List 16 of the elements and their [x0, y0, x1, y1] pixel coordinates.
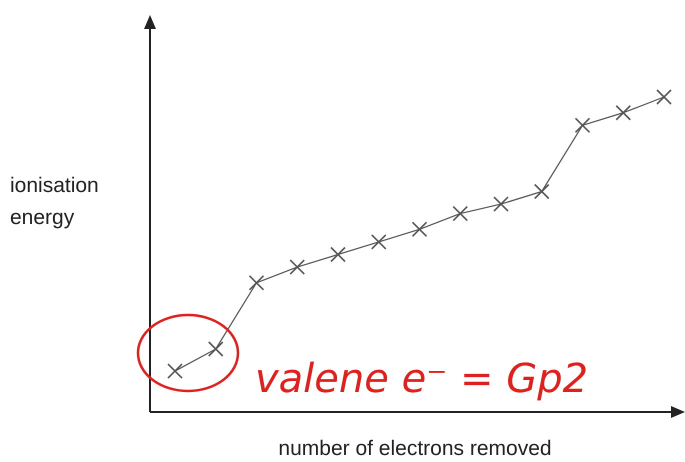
point [370, 234, 387, 250]
point [208, 341, 224, 357]
point [248, 275, 264, 291]
point [330, 246, 346, 262]
x-axis-title: number of electrons removed [278, 437, 552, 460]
point [412, 222, 428, 238]
point [493, 196, 509, 212]
point [615, 104, 632, 121]
point [574, 118, 590, 134]
point [656, 89, 672, 105]
point [289, 259, 306, 275]
point [167, 363, 183, 379]
y-axis-title: ionisation energy [10, 174, 99, 229]
point [534, 184, 550, 200]
point [452, 206, 468, 222]
annotation: valene e⁻ = Gp2 [255, 356, 588, 402]
